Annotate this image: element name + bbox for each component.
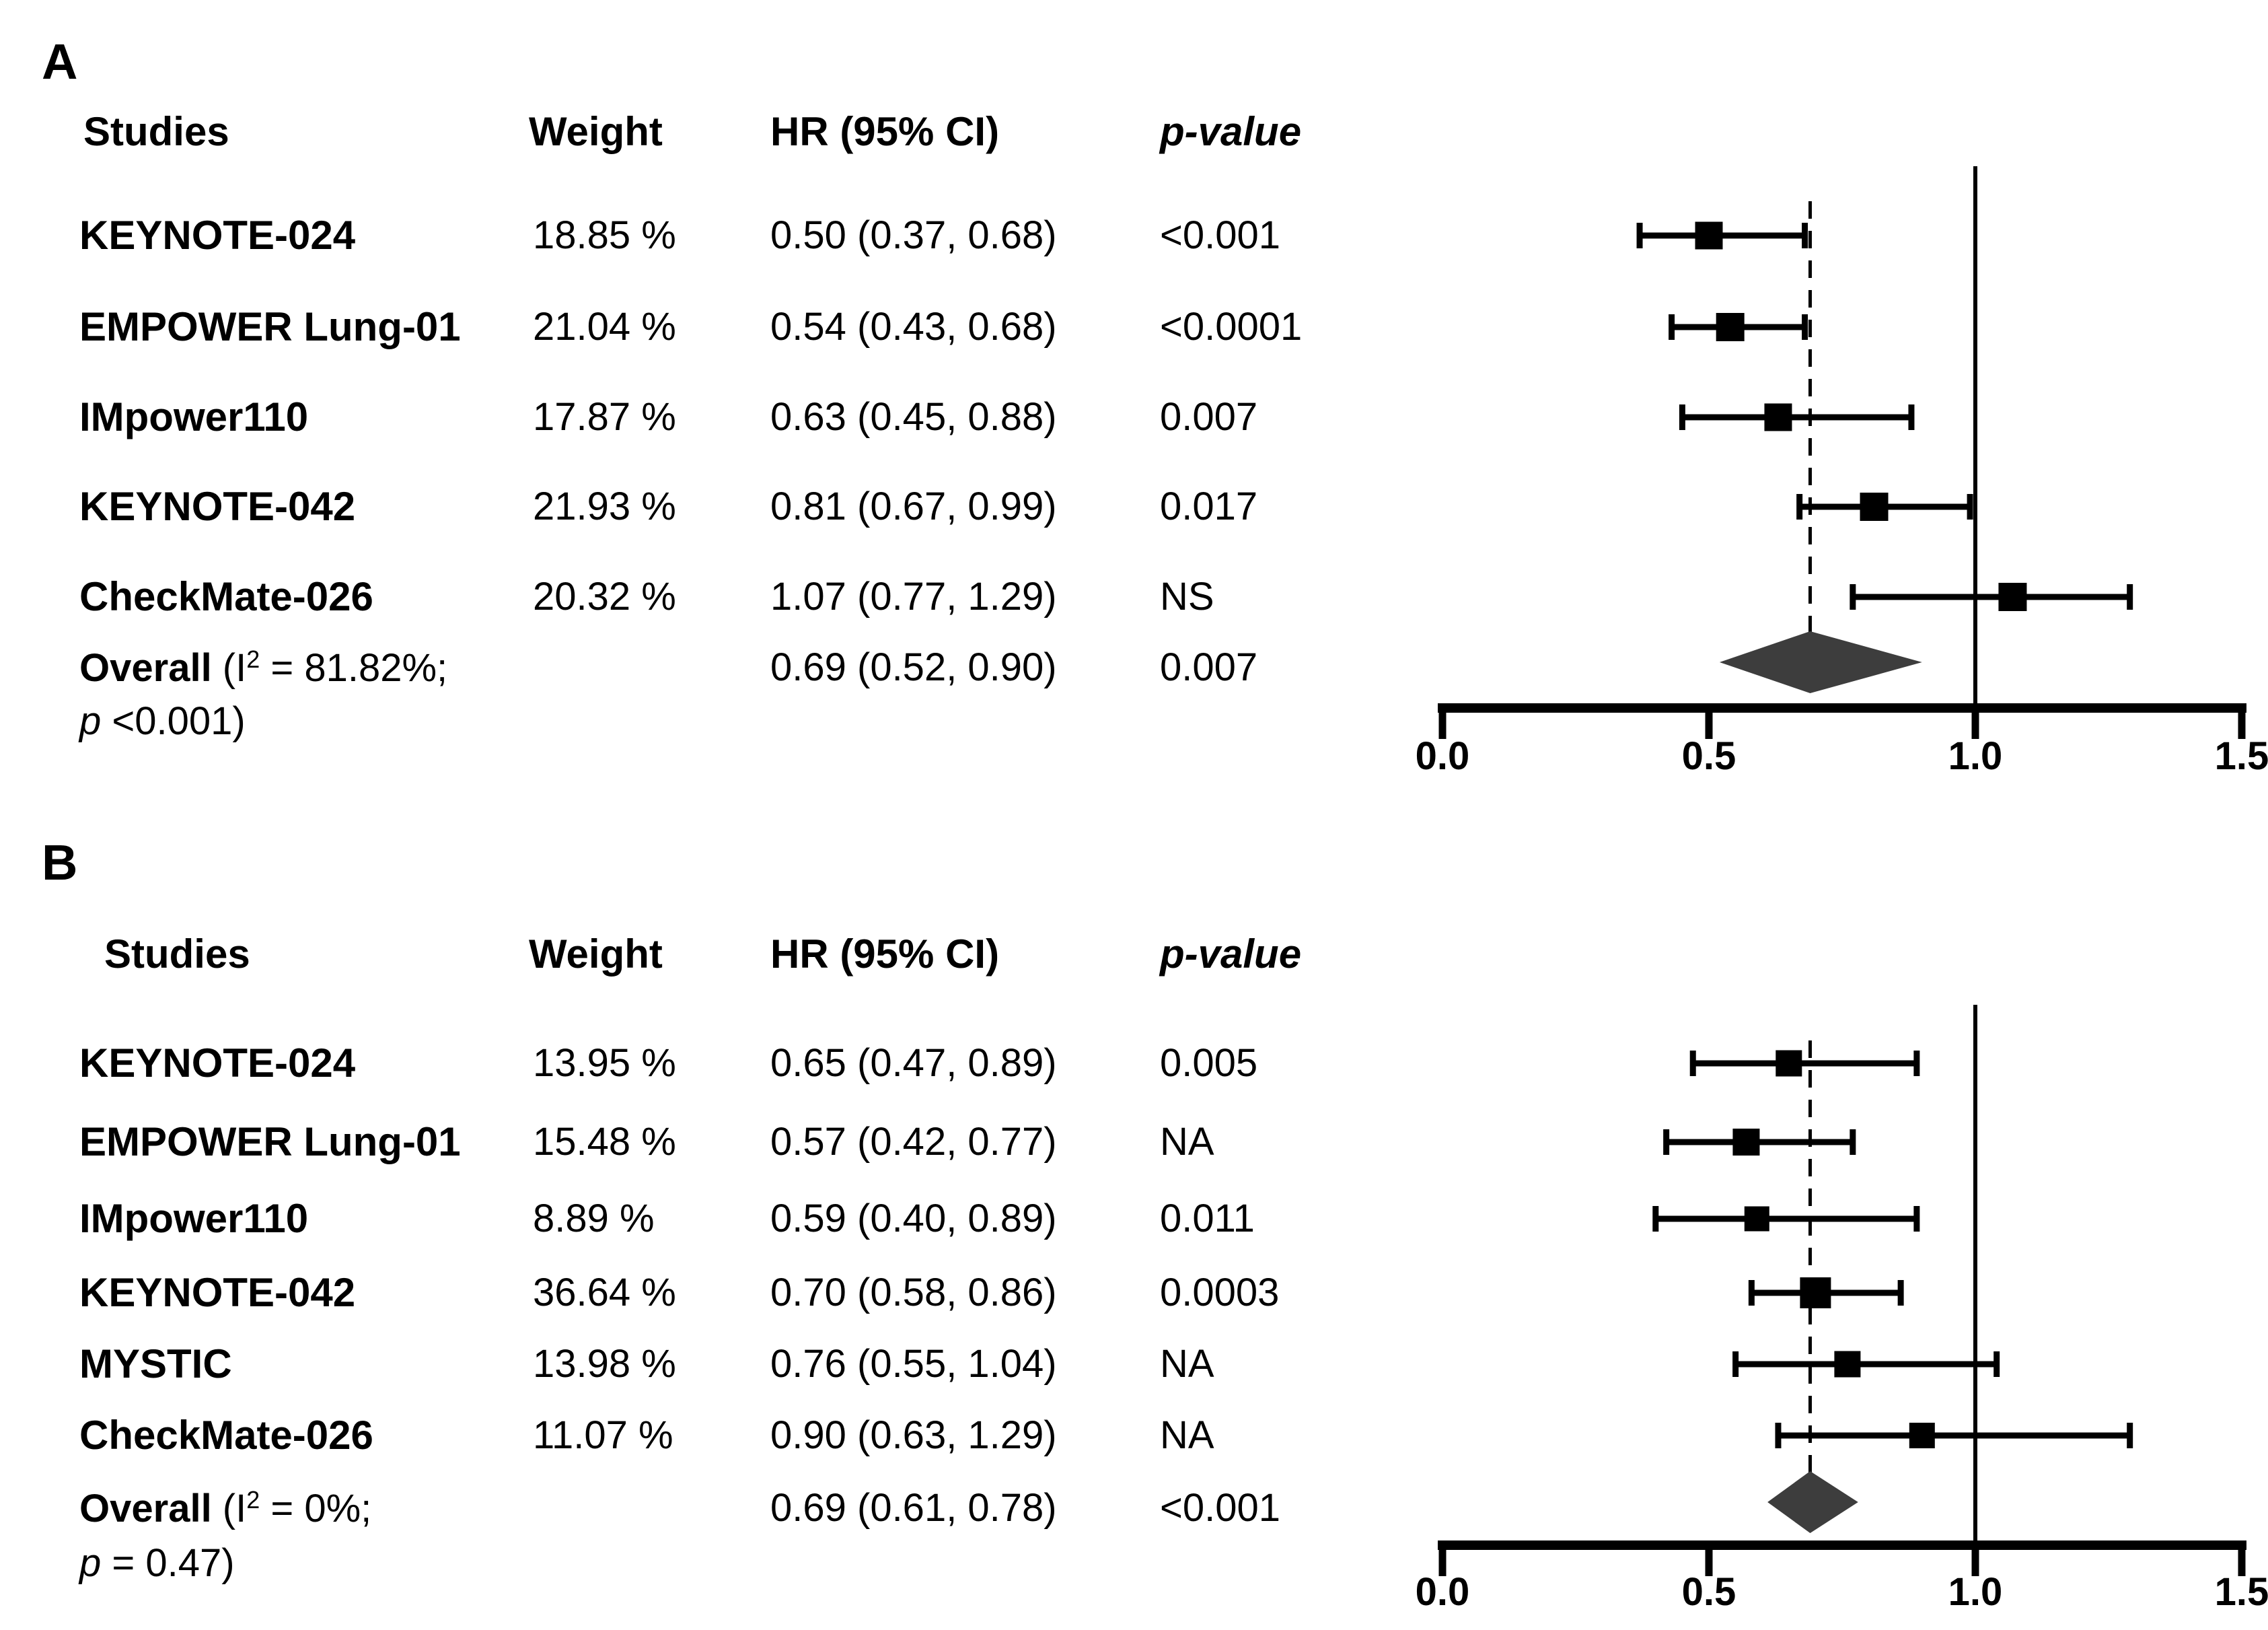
study-name: CheckMate-026 [79,1413,373,1458]
overall-label-close: = 0%; [260,1486,372,1530]
study-name: IMpower110 [79,394,309,439]
overall-p-rest: = 0.47) [101,1541,235,1585]
x-axis-tick-label: 0.0 [1415,734,1470,778]
study-p-value: 0.017 [1160,485,1258,528]
panel-label: A [42,34,78,90]
overall-row-label: Overall (I2 = 0%; [79,1488,371,1528]
study-weight: 15.48 % [533,1120,676,1164]
hr-square [1732,1129,1760,1156]
overall-label-bold: Overall [79,1486,212,1530]
overall-p-rest: <0.001) [101,699,246,743]
x-axis-tick-label: 1.5 [2214,1570,2268,1614]
overall-p-value: <0.001 [1160,1486,1281,1530]
study-p-value: 0.005 [1160,1041,1258,1085]
study-weight: 36.64 % [533,1271,676,1314]
study-p-value: 0.007 [1160,395,1258,439]
hr-square [1716,313,1745,341]
hr-square [1764,403,1792,431]
overall-diamond [1719,631,1922,693]
study-weight: 21.93 % [533,485,676,528]
i-squared-superscript: 2 [246,645,260,674]
study-weight: 18.85 % [533,213,676,257]
study-hr-ci: 0.90 (0.63, 1.29) [770,1413,1057,1457]
study-hr-ci: 0.50 (0.37, 0.68) [770,213,1057,257]
hr-square [1834,1351,1861,1378]
x-axis-tick-label: 0.0 [1415,1570,1470,1614]
overall-label-open: (I [211,645,247,690]
study-p-value: NS [1160,575,1214,618]
study-weight: 20.32 % [533,575,676,618]
study-name: MYSTIC [79,1341,232,1386]
study-p-value: 0.011 [1160,1197,1255,1240]
study-weight: 21.04 % [533,305,676,349]
study-weight: 17.87 % [533,395,676,439]
study-weight: 8.89 % [533,1197,655,1240]
overall-hr-ci: 0.69 (0.52, 0.90) [770,645,1057,689]
study-hr-ci: 0.81 (0.67, 0.99) [770,485,1057,528]
column-header-studies: Studies [104,931,250,977]
study-hr-ci: 1.07 (0.77, 1.29) [770,575,1057,618]
study-weight: 11.07 % [533,1413,673,1457]
overall-row-label-line2: p <0.001) [79,702,246,741]
hr-square [1744,1206,1769,1232]
i-squared-superscript: 2 [246,1486,260,1514]
hr-square [1998,583,2027,611]
overall-label-bold: Overall [79,645,212,690]
overall-row-label-line2: p = 0.47) [79,1544,235,1583]
hr-square [1860,493,1889,521]
overall-p-symbol: p [79,699,102,743]
hr-square [1909,1423,1935,1448]
hr-square [1695,221,1723,250]
study-hr-ci: 0.54 (0.43, 0.68) [770,305,1057,349]
study-p-value: <0.001 [1160,213,1281,257]
study-name: EMPOWER Lung-01 [79,1119,461,1164]
overall-diamond [1767,1471,1858,1533]
overall-p-value: 0.007 [1160,645,1258,689]
study-hr-ci: 0.57 (0.42, 0.77) [770,1120,1057,1164]
overall-label-open: (I [211,1486,247,1530]
study-weight: 13.98 % [533,1342,676,1386]
study-hr-ci: 0.76 (0.55, 1.04) [770,1342,1057,1386]
study-hr-ci: 0.63 (0.45, 0.88) [770,395,1057,439]
x-axis-tick-label: 1.0 [1948,1570,2003,1614]
column-header-hr: HR (95% CI) [770,931,1000,977]
study-p-value: NA [1160,1342,1214,1386]
overall-hr-ci: 0.69 (0.61, 0.78) [770,1486,1057,1530]
column-header-pvalue: p-value [1160,931,1302,977]
study-hr-ci: 0.65 (0.47, 0.89) [770,1041,1057,1085]
overall-row-label: Overall (I2 = 81.82%; [79,647,447,688]
overall-label-close: = 81.82%; [260,645,448,690]
overall-p-symbol: p [79,1541,102,1585]
study-name: EMPOWER Lung-01 [79,304,461,349]
study-name: KEYNOTE-024 [79,1040,356,1086]
study-p-value: NA [1160,1413,1214,1457]
column-header-hr: HR (95% CI) [770,109,1000,154]
study-hr-ci: 0.59 (0.40, 0.89) [770,1197,1057,1240]
x-axis-tick-label: 1.5 [2214,734,2268,778]
column-header-pvalue: p-value [1160,109,1302,154]
column-header-weight: Weight [529,931,663,977]
study-name: KEYNOTE-042 [79,1270,356,1315]
study-name: IMpower110 [79,1196,309,1241]
study-name: KEYNOTE-042 [79,484,356,529]
hr-square [1800,1277,1831,1308]
study-p-value: 0.0003 [1160,1271,1280,1314]
study-name: CheckMate-026 [79,574,373,619]
study-weight: 13.95 % [533,1041,676,1085]
hr-square [1776,1050,1802,1077]
x-axis-tick-label: 1.0 [1948,734,2003,778]
x-axis-tick-label: 0.5 [1681,734,1736,778]
column-header-weight: Weight [529,109,663,154]
study-name: KEYNOTE-024 [79,213,356,258]
study-p-value: <0.0001 [1160,305,1303,349]
panel-label: B [42,835,78,890]
study-hr-ci: 0.70 (0.58, 0.86) [770,1271,1057,1314]
study-p-value: NA [1160,1120,1214,1164]
column-header-studies: Studies [83,109,229,154]
x-axis-tick-label: 0.5 [1681,1570,1736,1614]
